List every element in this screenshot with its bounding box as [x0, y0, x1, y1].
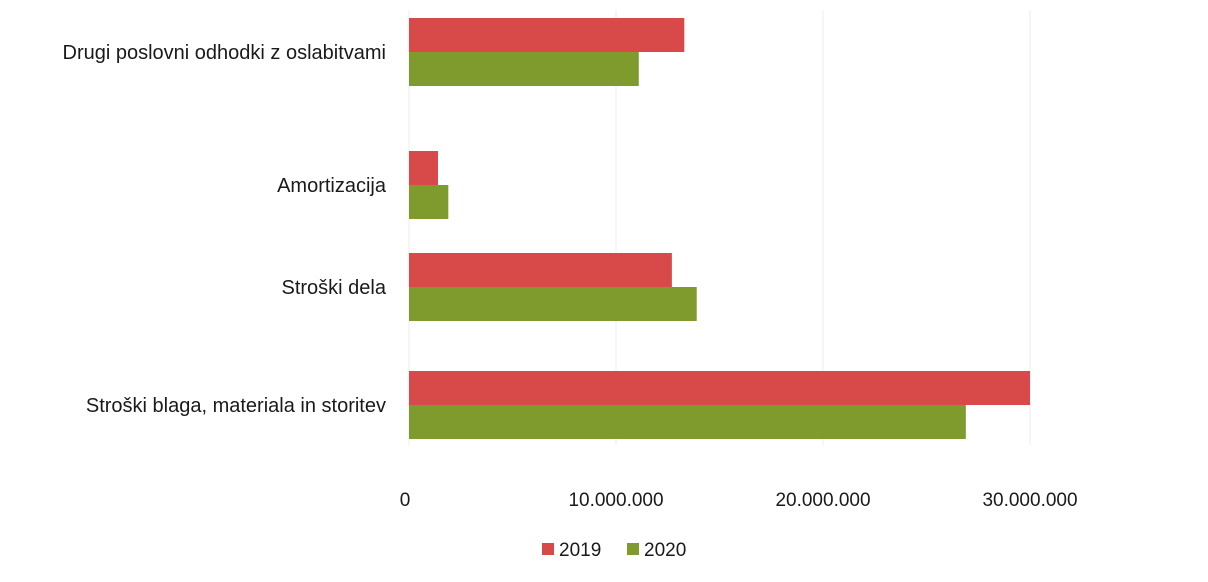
x-tick-label: 10.000.000: [568, 490, 663, 511]
category-label: Stroški blaga, materiala in storitev: [86, 395, 386, 417]
category-label: Stroški dela: [282, 277, 387, 299]
legend-swatch-2020: [627, 543, 639, 555]
bars-group: [408, 10, 1031, 445]
legend-label-2019: 2019: [559, 540, 601, 561]
bar-2019-2: [409, 253, 672, 287]
legend-label-2020: 2020: [644, 540, 686, 561]
x-tick-label: 30.000.000: [982, 490, 1077, 511]
bar-2020-0: [409, 52, 639, 86]
bar-2019-3: [409, 371, 1030, 405]
legend: 2019 2020: [542, 540, 686, 561]
x-tick-label: 20.000.000: [775, 490, 870, 511]
x-axis-tick-labels: 0 10.000.000 20.000.000 30.000.000: [400, 490, 1078, 511]
bar-2019-1: [409, 151, 438, 185]
category-label: Amortizacija: [277, 175, 387, 197]
x-tick-label: 0: [400, 490, 411, 511]
bar-2019-0: [409, 18, 685, 52]
bar-2020-2: [409, 287, 697, 321]
bar-2020-1: [409, 185, 449, 219]
category-label: Drugi poslovni odhodki z oslabitvami: [63, 42, 387, 64]
category-labels: Drugi poslovni odhodki z oslabitvami Amor…: [63, 42, 387, 417]
bar-2020-3: [409, 405, 966, 439]
legend-swatch-2019: [542, 543, 554, 555]
